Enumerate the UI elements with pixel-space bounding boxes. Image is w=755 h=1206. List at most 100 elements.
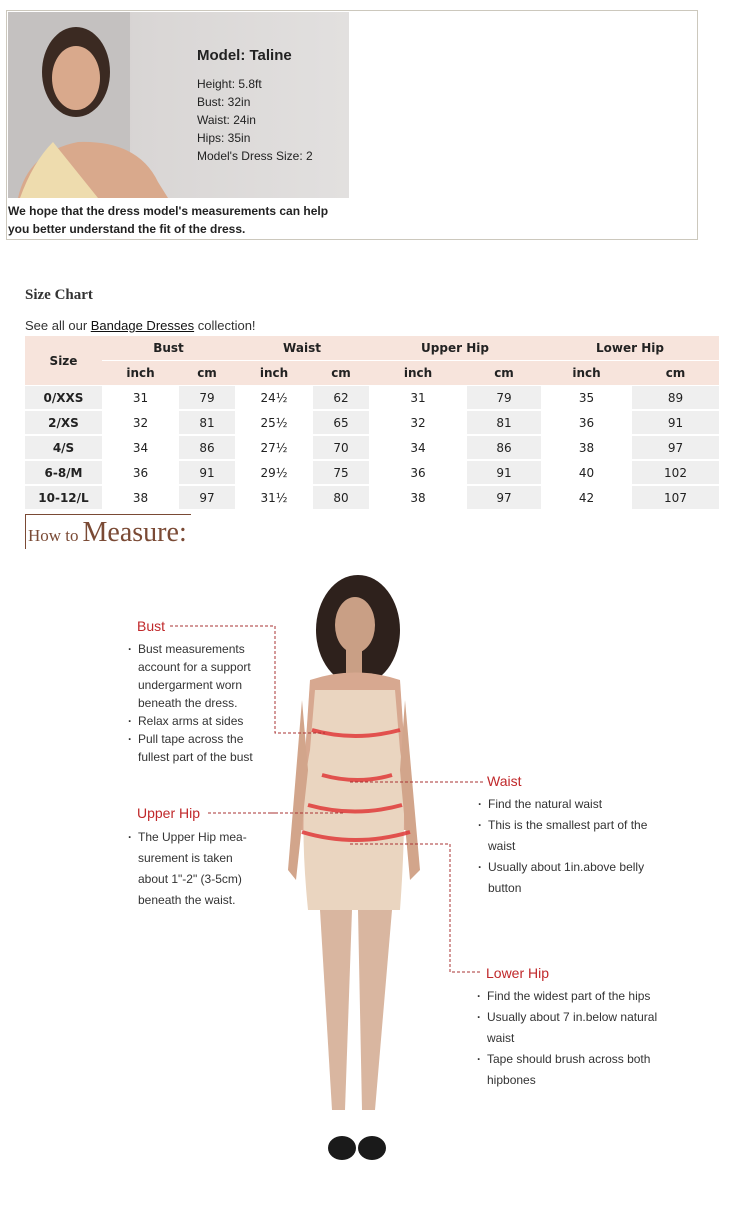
waist-lowerhip-leader-lines: [370, 781, 485, 973]
caption-line: you better understand the fit of the dre…: [8, 222, 246, 236]
measurement-cell: 97: [632, 436, 719, 461]
measurement-cell: 38: [102, 486, 179, 511]
bust-header: Bust: [102, 336, 235, 361]
measurement-cell: 29½: [235, 461, 313, 486]
measurement-cell: 27½: [235, 436, 313, 461]
note-item: Usually about 1in.above belly button: [478, 857, 658, 899]
table-row: 6-8/M 36 91 29½ 75 36 91 40 102: [25, 461, 719, 486]
model-stats: Height: 5.8ft Bust: 32in Waist: 24in Hip…: [197, 75, 313, 165]
intro-text: See all our: [25, 318, 91, 333]
table-row: 2/XS 32 81 25½ 65 32 81 36 91: [25, 411, 719, 436]
note-item: Find the widest part of the hips: [477, 986, 662, 1007]
note-item: Tape should brush across both hipbones: [477, 1049, 662, 1091]
table-row: 10-12/L 38 97 31½ 80 38 97 42 107: [25, 486, 719, 511]
unit-header-cm: cm: [313, 361, 369, 386]
unit-header-cm: cm: [632, 361, 719, 386]
measurement-cell: 32: [369, 411, 467, 436]
note-item: The Upper Hip mea-surement is taken abou…: [128, 827, 253, 911]
measurement-cell: 102: [632, 461, 719, 486]
size-chart-title: Size Chart: [25, 287, 93, 303]
measurement-cell: 36: [541, 411, 632, 436]
model-info-box: [6, 10, 698, 240]
measurement-cell: 86: [467, 436, 541, 461]
unit-header-inch: inch: [541, 361, 632, 386]
model-hips: Hips: 35in: [197, 131, 251, 145]
measurement-cell: 65: [313, 411, 369, 436]
note-item: Find the natural waist: [478, 794, 658, 815]
note-item: Relax arms at sides: [128, 712, 258, 730]
size-header: Size: [25, 336, 102, 386]
waist-label: Waist: [487, 773, 522, 789]
note-item: Pull tape across the fullest part of the…: [128, 730, 258, 766]
upper-hip-header: Upper Hip: [369, 336, 541, 361]
waist-header: Waist: [235, 336, 369, 361]
header-row: Size Bust Waist Upper Hip Lower Hip: [25, 336, 719, 386]
note-item: Bust measurements account for a support …: [128, 640, 258, 712]
measurement-cell: 38: [369, 486, 467, 511]
collection-intro: See all our Bandage Dresses collection!: [25, 318, 256, 333]
measurement-cell: 75: [313, 461, 369, 486]
measurement-cell: 79: [467, 386, 541, 411]
intro-text: collection!: [194, 318, 256, 333]
measurement-cell: 36: [102, 461, 179, 486]
heading-big: Measure: [82, 517, 179, 548]
caption-line: We hope that the dress model's measureme…: [8, 204, 329, 218]
measurement-cell: 107: [632, 486, 719, 511]
measurement-cell: 36: [369, 461, 467, 486]
model-waist: Waist: 24in: [197, 113, 256, 127]
upper-hip-label: Upper Hip: [137, 805, 201, 821]
lower-hip-notes: Find the widest part of the hips Usually…: [477, 986, 662, 1091]
measurement-cell: 91: [467, 461, 541, 486]
size-cell: 4/S: [25, 436, 102, 461]
measurement-cell: 32: [102, 411, 179, 436]
unit-header-cm: cm: [179, 361, 235, 386]
table-row: 4/S 34 86 27½ 70 34 86 38 97: [25, 436, 719, 461]
measurement-cell: 31: [102, 386, 179, 411]
unit-header-inch: inch: [102, 361, 179, 386]
measurement-cell: 97: [179, 486, 235, 511]
measurement-cell: 35: [541, 386, 632, 411]
upper-hip-notes: The Upper Hip mea-surement is taken abou…: [128, 827, 253, 911]
measurement-cell: 79: [179, 386, 235, 411]
heading-small: How to: [28, 526, 79, 545]
measurement-cell: 81: [179, 411, 235, 436]
table-row: 0/XXS 31 79 24½ 62 31 79 35 89: [25, 386, 719, 411]
waist-notes: Find the natural waist This is the small…: [478, 794, 658, 899]
measurement-cell: 97: [467, 486, 541, 511]
measurement-cell: 70: [313, 436, 369, 461]
measurement-cell: 38: [541, 436, 632, 461]
measurement-cell: 24½: [235, 386, 313, 411]
measurement-cell: 25½: [235, 411, 313, 436]
measurement-cell: 80: [313, 486, 369, 511]
lower-hip-label: Lower Hip: [486, 965, 550, 981]
measurement-cell: 62: [313, 386, 369, 411]
bust-label: Bust: [137, 618, 166, 634]
model-name: Model: Taline: [197, 47, 292, 64]
model-caption: We hope that the dress model's measureme…: [8, 202, 328, 238]
size-cell: 10-12/L: [25, 486, 102, 511]
how-to-measure-heading: How to Measure:: [25, 514, 191, 549]
bust-leader-line: [170, 625, 276, 733]
measurement-cell: 42: [541, 486, 632, 511]
lower-hip-header: Lower Hip: [541, 336, 719, 361]
model-figure-illustration: [270, 575, 450, 1160]
size-cell: 6-8/M: [25, 461, 102, 486]
measurement-cell: 31: [369, 386, 467, 411]
unit-header-inch: inch: [235, 361, 313, 386]
upper-hip-leader-line: [208, 812, 278, 814]
unit-header-inch: inch: [369, 361, 467, 386]
model-illustration: [8, 12, 168, 198]
size-cell: 0/XXS: [25, 386, 102, 411]
unit-row: inch cm inch cm inch cm inch cm: [25, 361, 719, 386]
measurement-cell: 40: [541, 461, 632, 486]
size-chart-table: Size Bust Waist Upper Hip Lower Hip inch…: [25, 336, 719, 511]
size-cell: 2/XS: [25, 411, 102, 436]
measurement-cell: 34: [369, 436, 467, 461]
bandage-dresses-link[interactable]: Bandage Dresses: [90, 318, 195, 333]
note-item: This is the smallest part of the waist: [478, 815, 658, 857]
measurement-cell: 81: [467, 411, 541, 436]
model-bust: Bust: 32in: [197, 95, 251, 109]
model-dress-size: Model's Dress Size: 2: [197, 149, 313, 163]
measurement-cell: 34: [102, 436, 179, 461]
bust-notes: Bust measurements account for a support …: [128, 640, 258, 766]
